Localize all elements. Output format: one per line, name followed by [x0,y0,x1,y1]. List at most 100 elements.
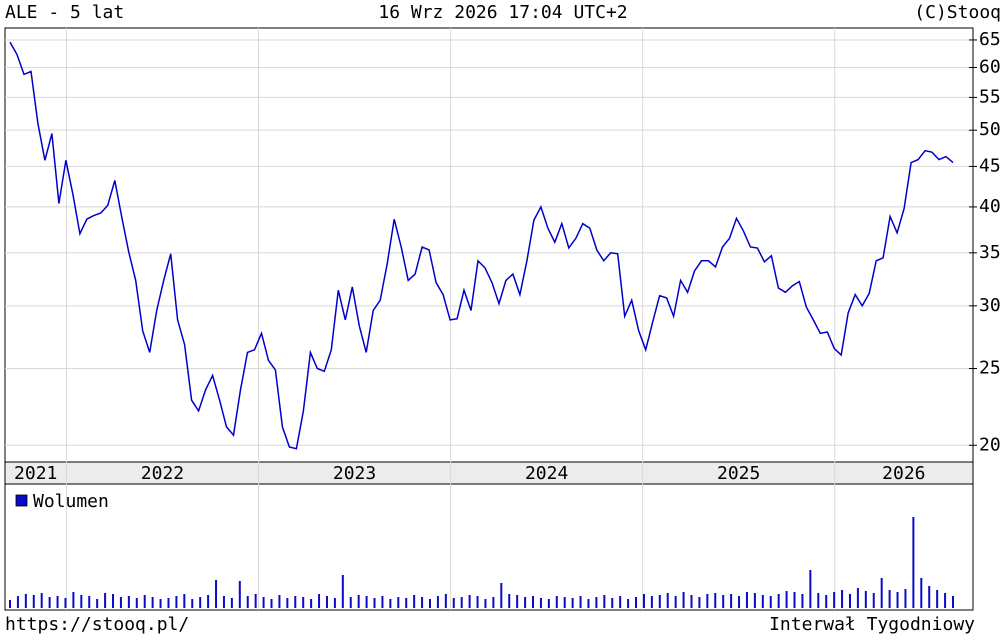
volume-bar [341,575,344,608]
volume-bar [151,597,154,608]
volume-bar [373,598,376,608]
volume-bar [690,595,693,608]
header-center: 16 Wrz 2026 17:04 UTC+2 [378,2,627,23]
x-tick-label: 2022 [141,463,184,484]
volume-bar [421,597,424,608]
x-tick-label: 2023 [333,463,376,484]
volume-bar [912,517,915,608]
y-tick-label: 30 [979,295,1001,316]
volume-bar [611,598,614,608]
volume-bar [222,596,225,608]
volume-bar [880,578,883,608]
y-tick-label: 50 [979,119,1001,140]
volume-bar [436,596,439,608]
volume-bar [856,588,859,608]
volume-bar [825,595,828,608]
volume-bar [56,596,59,608]
volume-bar [848,594,851,608]
marks [9,41,954,608]
volume-bar [944,593,947,608]
volume-bar [72,592,75,608]
volume-bar [745,592,748,608]
header-right: (C)Stooq [914,2,1001,23]
header-left: ALE - 5 lat [5,2,124,23]
volume-bar [952,596,954,608]
volume-bar [587,599,590,608]
footer-right: Interwał Tygodniowy [769,614,975,635]
y-tick-label: 65 [979,29,1001,50]
volume-bar [896,592,899,608]
footer-left: https://stooq.pl/ [5,614,189,635]
price-panel [4,27,974,463]
volume-bar [666,593,669,608]
volume-bar [579,596,582,608]
volume-bar [48,597,51,608]
volume-bar [635,597,638,608]
volume-bar [88,596,91,608]
volume-bar [468,595,471,608]
volume-bar [650,596,653,608]
volume-bar [888,590,891,608]
volume-bar [262,597,265,608]
y-tick-label: 20 [979,434,1001,455]
volume-bar [595,597,598,608]
volume-bar [698,597,701,608]
volume-bar [500,583,503,608]
volume-bar [286,598,289,608]
volume-bar [936,590,939,608]
volume-bar [24,594,27,608]
x-tick-label: 2026 [882,463,925,484]
volume-bar [817,593,820,608]
volume-bar [738,596,741,608]
volume-bar [183,594,186,608]
volume-bar [793,592,796,608]
volume-bar [254,594,257,608]
price-line [9,41,954,450]
volume-bar [238,581,241,608]
volume-bar [357,595,360,608]
volume-bar [246,596,249,608]
volume-bar [730,594,733,608]
volume-bar [619,596,622,608]
volume-bar [785,591,788,608]
x-tick-label: 2025 [717,463,760,484]
volume-bar [405,598,408,608]
volume-bar [571,598,574,608]
volume-bar [199,597,202,608]
volume-bar [389,599,392,608]
volume-bar [310,599,313,608]
volume-bar [563,597,566,608]
volume-panel [4,483,974,611]
volume-bar [413,595,416,608]
volume-bar [674,596,677,608]
volume-bar [682,592,685,608]
y-tick-label: 25 [979,358,1001,379]
volume-bar [40,593,43,608]
volume-bar [769,596,772,608]
volume-bar [9,600,11,608]
volume-bar [603,595,606,608]
volume-bar [539,598,542,608]
volume-bar [460,597,463,608]
volume-bar [143,595,146,608]
volume-bar [627,599,630,608]
volume-bar [119,597,122,608]
volume-bar [777,594,780,608]
volume-bar [215,580,218,608]
legend-swatch [15,494,28,507]
y-tick-label: 55 [979,86,1001,107]
volume-bar [801,594,804,608]
volume-bar [159,599,162,608]
volume-bar [191,599,194,608]
volume-bar [80,595,83,608]
volume-bar [555,596,558,608]
volume-bar [809,570,812,608]
volume-bar [16,596,19,608]
volume-bar [294,596,297,608]
volume-bar [278,595,281,608]
y-tick-label: 40 [979,196,1001,217]
volume-bar [833,592,836,608]
y-tick-label: 35 [979,242,1001,263]
volume-bar [722,595,725,608]
